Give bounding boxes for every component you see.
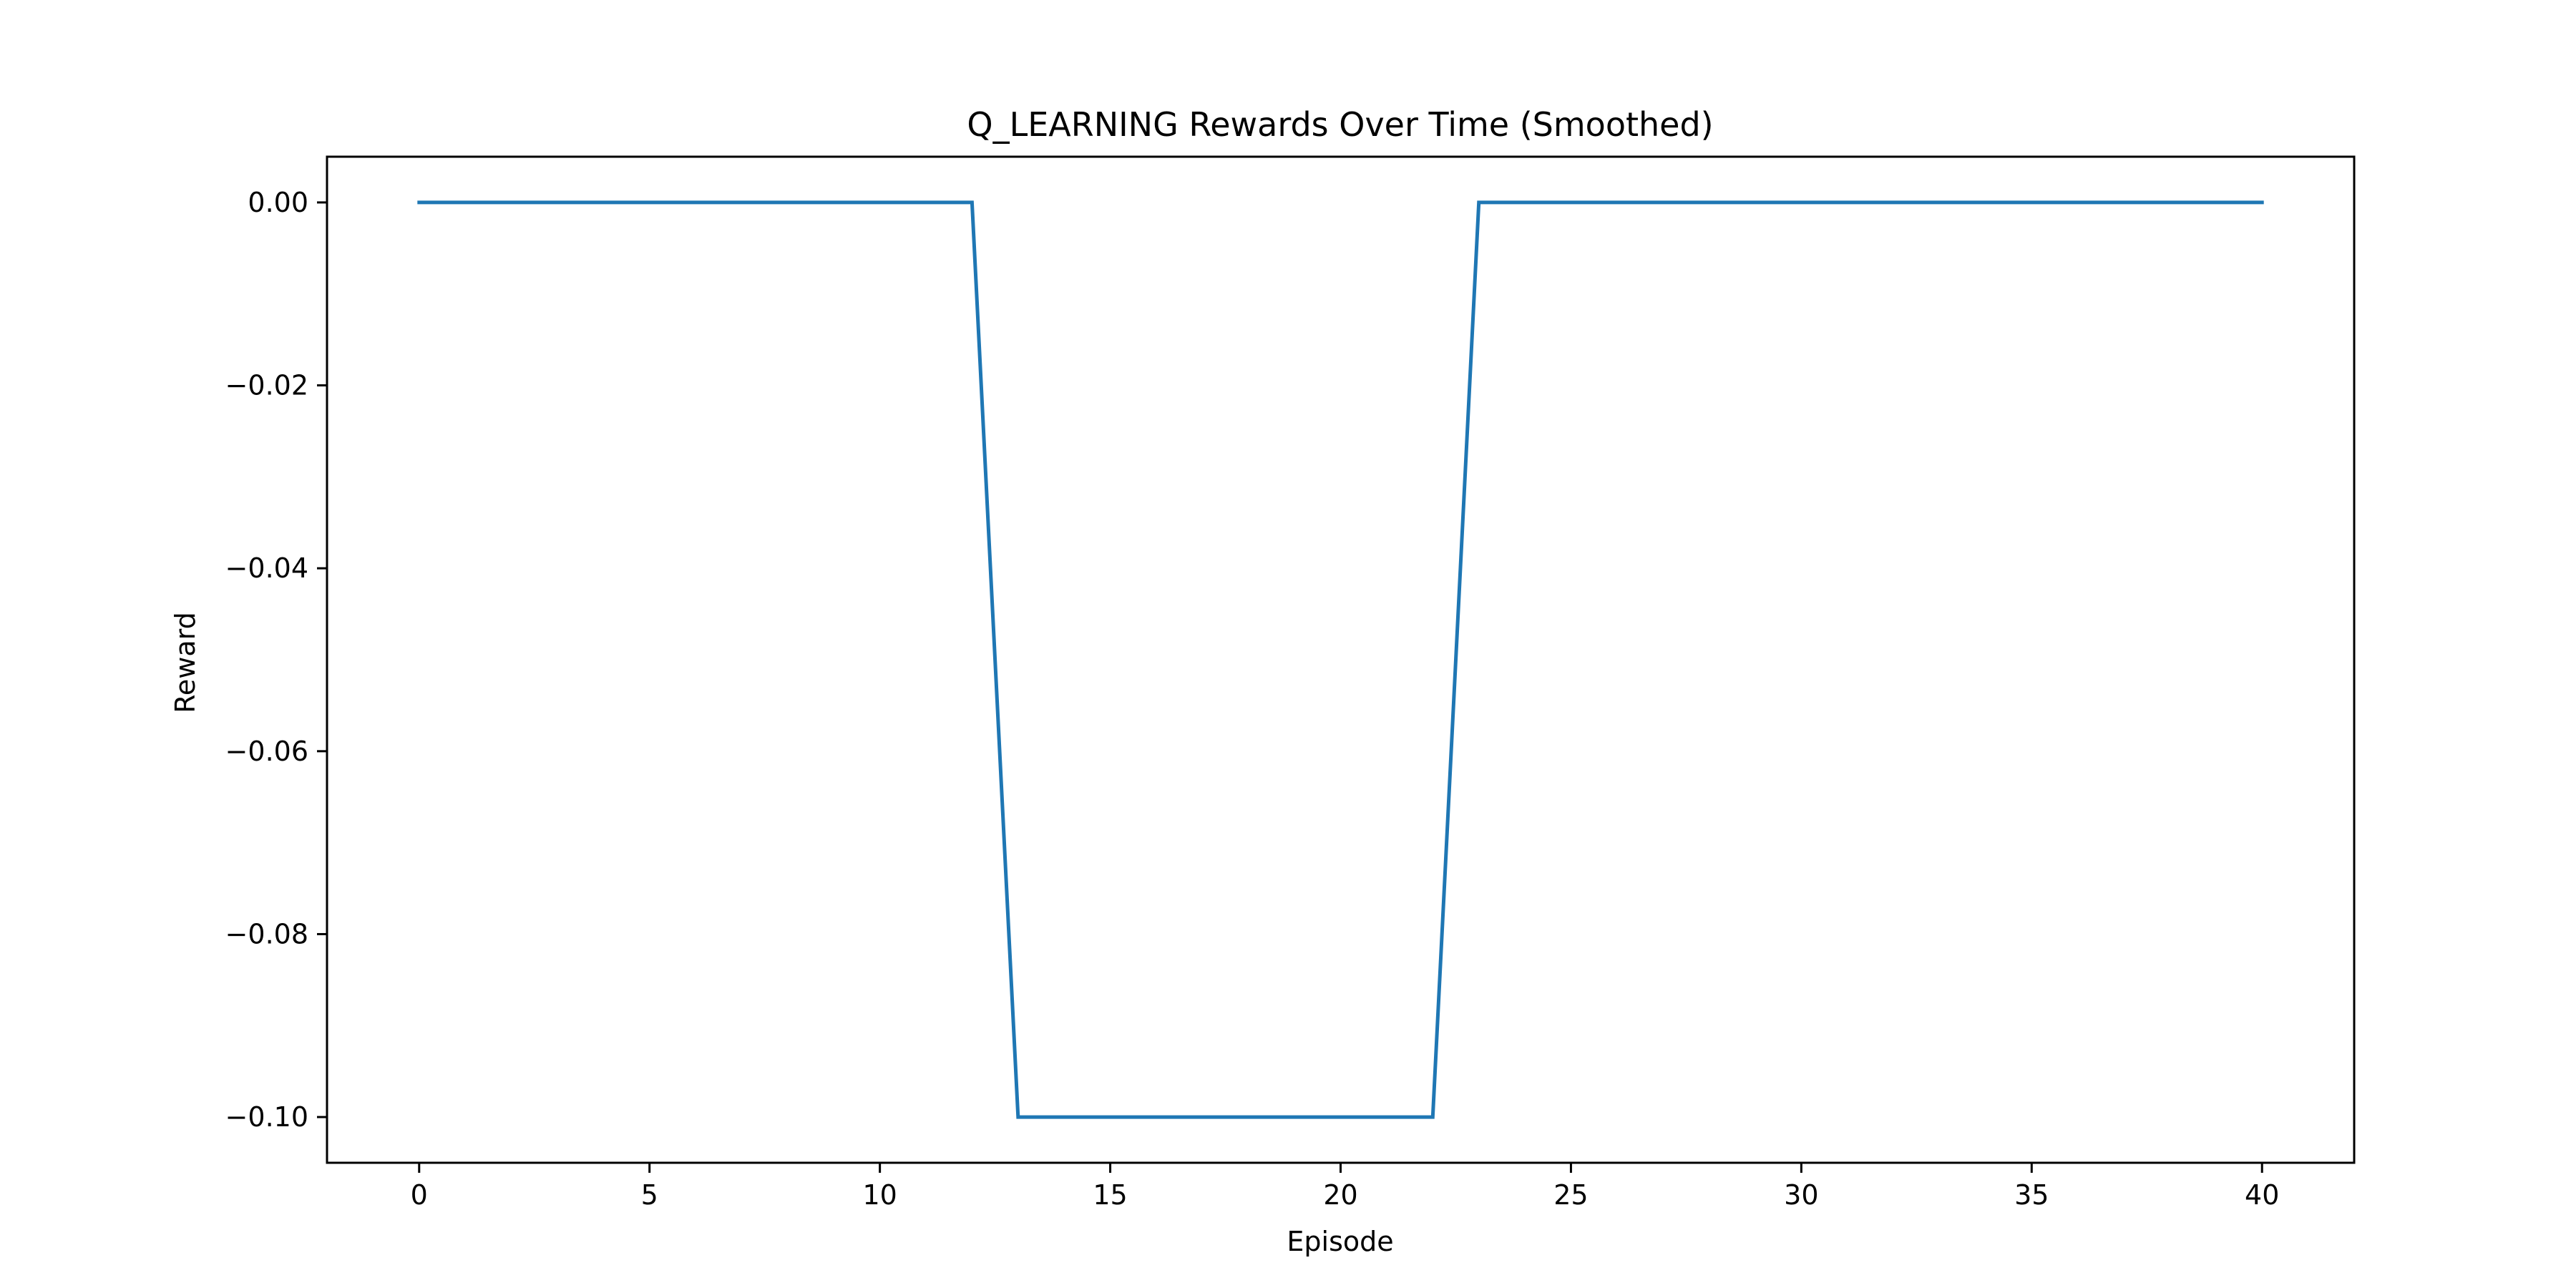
x-tick-label: 25 <box>1553 1179 1588 1211</box>
x-tick-label: 0 <box>411 1179 428 1211</box>
x-tick-label: 5 <box>641 1179 658 1211</box>
x-tick-label: 15 <box>1093 1179 1127 1211</box>
y-tick-label: −0.08 <box>225 918 308 950</box>
y-axis: 0.00 −0.02 −0.04 −0.06 −0.08 −0.10 <box>225 187 327 1133</box>
plot-area <box>417 200 2264 1119</box>
x-tick-label: 10 <box>862 1179 897 1211</box>
x-tick-label: 40 <box>2245 1179 2279 1211</box>
y-tick-label: −0.02 <box>225 370 308 401</box>
x-tick-label: 20 <box>1323 1179 1357 1211</box>
x-axis-label: Episode <box>1287 1226 1393 1257</box>
x-axis: 0 5 10 15 20 25 30 35 40 <box>411 1163 2279 1211</box>
x-tick-label: 30 <box>1784 1179 1818 1211</box>
y-tick-label: −0.10 <box>225 1101 308 1133</box>
x-tick-label: 35 <box>2014 1179 2049 1211</box>
series-line <box>417 200 2264 1119</box>
y-axis-label: Reward <box>170 612 201 713</box>
y-tick-label: 0.00 <box>248 187 308 218</box>
y-tick-label: −0.04 <box>225 552 308 584</box>
chart-title: Q_LEARNING Rewards Over Time (Smoothed) <box>967 105 1713 144</box>
y-tick-label: −0.06 <box>225 736 308 767</box>
